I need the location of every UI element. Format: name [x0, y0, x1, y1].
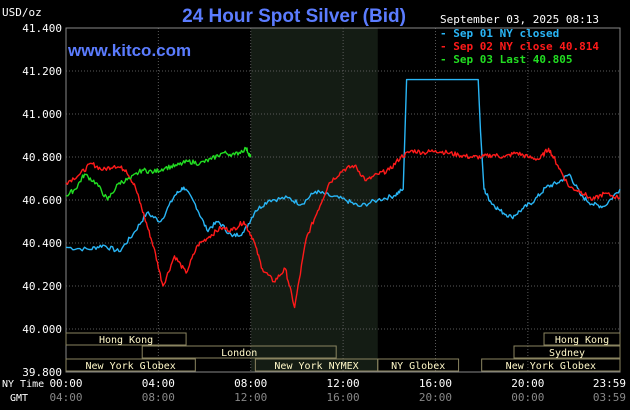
- x-axis-ticks: 00:0004:0004:0008:0008:0012:0012:0016:00…: [49, 377, 626, 404]
- legend-label-sep02: - Sep 02 NY close 40.814: [440, 40, 599, 53]
- session-bar: Sydney: [513, 345, 621, 359]
- y-tick-label: 41.400: [22, 22, 62, 35]
- series-line-2: [65, 147, 621, 309]
- x-tick-label-ny: 12:00: [327, 377, 360, 390]
- session-bar-frame: [65, 358, 196, 372]
- y-tick-label: 39.800: [22, 366, 62, 379]
- y-axis-ticks: 41.400 41.200 41.000 40.800 40.600 40.400 40.2…: [22, 22, 62, 379]
- session-bar-frame: [141, 345, 337, 359]
- series-line-1: [65, 78, 621, 253]
- session-bar: Hong Kong: [65, 332, 187, 346]
- legend-label-sep03: - Sep 03 Last 40.805: [440, 53, 572, 66]
- legend-item-sep01: - Sep 01 NY closed: [440, 27, 559, 40]
- plot-frame: [65, 27, 621, 373]
- series-line-3: [65, 146, 252, 201]
- price-series: [65, 78, 621, 309]
- gmt-row-label: GMT: [10, 393, 28, 404]
- session-bar-frame: [543, 332, 621, 346]
- session-bar: London: [141, 345, 337, 359]
- y-tick-label: 40.200: [22, 280, 62, 293]
- y-tick-label: 40.800: [22, 151, 62, 164]
- session-label: NY Globex: [391, 361, 445, 372]
- legend-datetime: September 03, 2025 08:13: [440, 13, 599, 26]
- session-bar-frame: [377, 358, 460, 372]
- x-tick-label-ny: 16:00: [419, 377, 452, 390]
- x-tick-label-ny: 00:00: [49, 377, 82, 390]
- session-label: New York NYMEX: [274, 361, 358, 372]
- x-tick-label-ny: 20:00: [511, 377, 544, 390]
- market-sessions: Hong Kong London New York Globex New York N…: [65, 332, 621, 372]
- x-tick-label-gmt: 16:00: [327, 391, 360, 404]
- session-bar: New York Globex: [65, 358, 196, 372]
- y-tick-label: 40.000: [22, 323, 62, 336]
- session-bar-frame: [481, 358, 621, 372]
- x-tick-label-ny: 08:00: [234, 377, 267, 390]
- session-bar-frame: [65, 332, 187, 346]
- session-label: Sydney: [549, 348, 585, 359]
- session-bar: New York Globex: [481, 358, 621, 372]
- grid-lines: [65, 27, 621, 373]
- session-label: Hong Kong: [555, 335, 609, 346]
- x-tick-label-ny: 23:59: [593, 377, 626, 390]
- x-tick-label-ny: 04:00: [142, 377, 175, 390]
- session-bar-frame: [513, 345, 621, 359]
- legend-box: September 03, 2025 08:13 - Sep 01 NY clo…: [440, 13, 599, 66]
- ny-time-row-label: NY Time: [2, 379, 44, 390]
- session-bar: Hong Kong: [543, 332, 621, 346]
- brand-watermark: www.kitco.com: [67, 41, 191, 60]
- legend-item-sep03: - Sep 03 Last 40.805: [440, 53, 572, 66]
- session-label: New York Globex: [86, 361, 176, 372]
- session-label: Hong Kong: [99, 335, 153, 346]
- session-bar: NY Globex: [377, 358, 460, 372]
- chart-title: 24 Hour Spot Silver (Bid): [182, 6, 406, 27]
- legend-item-sep02: - Sep 02 NY close 40.814: [440, 40, 599, 53]
- session-label: London: [221, 348, 257, 359]
- x-tick-label-gmt: 03:59: [593, 391, 626, 404]
- y-tick-label: 40.600: [22, 194, 62, 207]
- x-tick-label-gmt: 04:00: [49, 391, 82, 404]
- y-tick-label: 41.000: [22, 108, 62, 121]
- y-unit-label: USD/oz: [2, 6, 42, 19]
- legend-label-sep01: - Sep 01 NY closed: [440, 27, 559, 40]
- x-tick-label-gmt: 20:00: [419, 391, 452, 404]
- session-label: New York Globex: [506, 361, 596, 372]
- x-tick-label-gmt: 00:00: [511, 391, 544, 404]
- x-tick-label-gmt: 12:00: [234, 391, 267, 404]
- y-tick-label: 40.400: [22, 237, 62, 250]
- x-tick-label-gmt: 08:00: [142, 391, 175, 404]
- y-tick-label: 41.200: [22, 65, 62, 78]
